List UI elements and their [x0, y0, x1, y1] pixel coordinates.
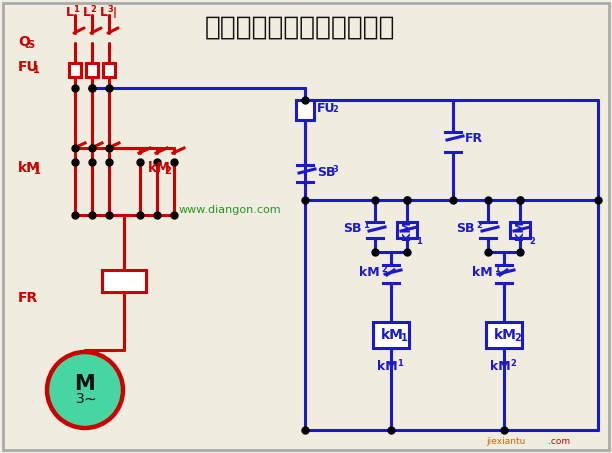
Text: 1: 1 — [416, 236, 422, 246]
Text: M: M — [75, 374, 95, 394]
FancyBboxPatch shape — [296, 100, 314, 120]
Text: ~: ~ — [84, 391, 96, 406]
Text: FU: FU — [18, 60, 39, 74]
Text: FU: FU — [317, 101, 335, 115]
Text: 2: 2 — [529, 236, 535, 246]
Text: SB: SB — [317, 167, 335, 179]
FancyBboxPatch shape — [102, 270, 146, 292]
Text: kM: kM — [359, 265, 379, 279]
Text: jiexiantu: jiexiantu — [486, 438, 525, 447]
Text: 2: 2 — [164, 166, 171, 176]
Text: L: L — [83, 5, 91, 19]
Text: |: | — [113, 6, 117, 18]
Text: Q: Q — [18, 35, 30, 49]
Text: 2: 2 — [332, 106, 338, 115]
Text: 2: 2 — [90, 5, 96, 14]
Text: kM: kM — [381, 328, 404, 342]
Text: kM: kM — [148, 161, 171, 175]
Text: 2: 2 — [510, 358, 516, 367]
Text: FR: FR — [465, 131, 483, 145]
Text: 2: 2 — [476, 222, 482, 231]
Circle shape — [47, 352, 123, 428]
Text: 1: 1 — [73, 5, 79, 14]
Text: FR: FR — [18, 291, 38, 305]
FancyBboxPatch shape — [86, 63, 98, 77]
Text: kM: kM — [472, 265, 493, 279]
Text: 1: 1 — [397, 358, 403, 367]
Text: www.diangon.com: www.diangon.com — [179, 205, 282, 215]
Text: kM: kM — [490, 360, 510, 372]
Text: kM: kM — [494, 328, 517, 342]
Text: 3: 3 — [107, 5, 113, 14]
Text: SB: SB — [456, 222, 474, 236]
Text: KM: KM — [515, 220, 525, 240]
Text: 2: 2 — [514, 333, 521, 343]
Text: .com: .com — [548, 438, 570, 447]
Text: 1: 1 — [34, 166, 41, 176]
Text: kM: kM — [18, 161, 41, 175]
Text: 2: 2 — [381, 265, 387, 274]
Text: L: L — [66, 5, 74, 19]
Text: 3: 3 — [76, 392, 84, 406]
Text: 1: 1 — [494, 265, 500, 274]
Text: 1: 1 — [33, 65, 40, 75]
Text: kM: kM — [377, 360, 398, 372]
Text: 3: 3 — [332, 165, 338, 174]
Text: 1: 1 — [363, 222, 369, 231]
Text: 接触器互锁正反转控制线路: 接触器互锁正反转控制线路 — [205, 15, 395, 41]
Text: KM: KM — [402, 220, 412, 240]
FancyBboxPatch shape — [69, 63, 81, 77]
Text: 1: 1 — [401, 333, 408, 343]
FancyBboxPatch shape — [103, 63, 115, 77]
FancyBboxPatch shape — [373, 322, 409, 348]
FancyBboxPatch shape — [486, 322, 522, 348]
Text: SB: SB — [343, 222, 362, 236]
Text: S: S — [27, 40, 34, 50]
Text: L: L — [100, 5, 108, 19]
